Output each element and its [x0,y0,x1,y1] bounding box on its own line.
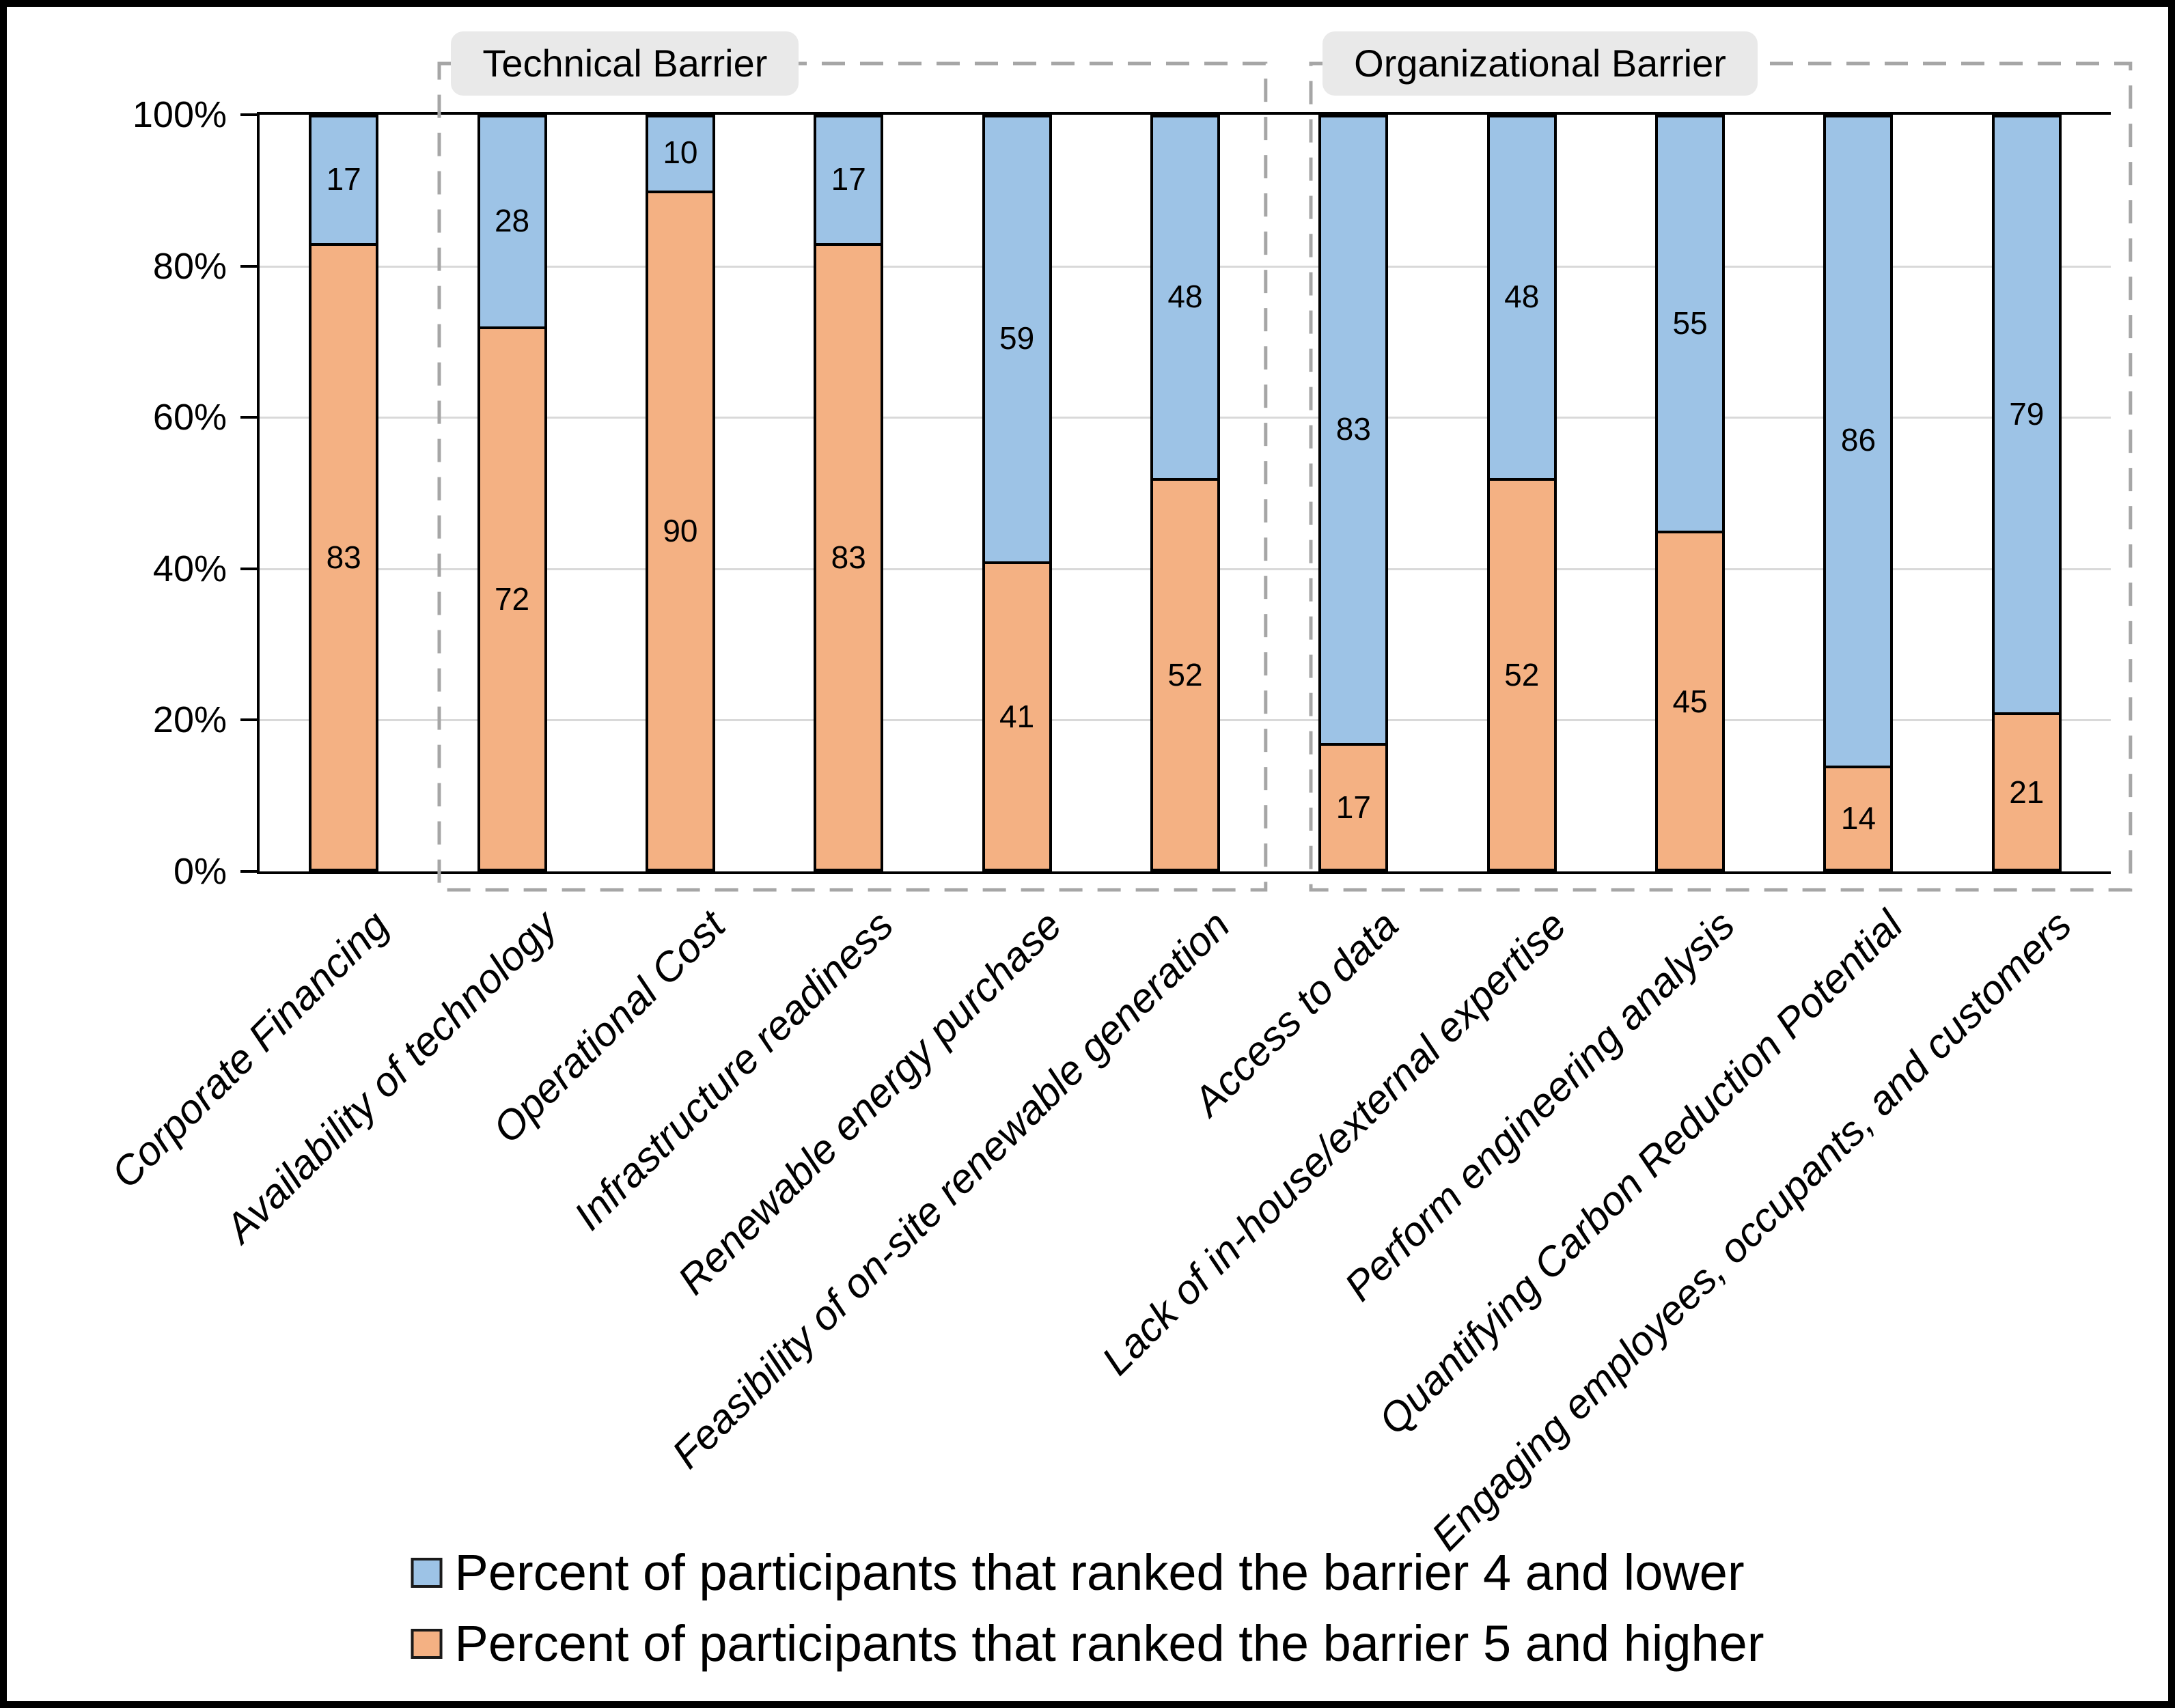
axis-line-top-100 [260,112,2111,115]
bar-lack-of-in-house-external-expertise-segment-ranked-5-and-higher [1486,477,1557,871]
value-label-infrastructure-readiness-ranked-5-and-higher: 83 [831,540,866,576]
group-label-organizational-barrier: Organizational Barrier [1322,31,1758,96]
value-label-quantifying-carbon-reduction-potential-ranked-5-and-higher: 14 [1840,800,1876,837]
bar-perform-engineering-analysis-segment-ranked-5-and-higher [1655,531,1726,871]
value-label-operational-cost-ranked-5-and-higher: 90 [663,513,698,549]
value-label-availability-of-technology-ranked-5-and-higher: 72 [494,581,530,617]
y-tick-label-60: 60% [152,397,227,438]
bar-infrastructure-readiness-segment-ranked-5-and-higher [814,243,884,871]
bar-engaging-employees-occupants-and-customers-segment-ranked-5-and-higher [1991,712,2062,871]
value-label-infrastructure-readiness-ranked-4-and-lower: 17 [831,161,866,197]
value-label-access-to-data-ranked-5-and-higher: 17 [1335,789,1371,825]
legend-marker-ranked-5-and-higher [411,1629,443,1659]
value-label-corporate-financing-ranked-5-and-higher: 83 [326,540,361,576]
bar-access-to-data-segment-ranked-5-and-higher [1318,742,1389,871]
legend-label: Percent of participants that ranked the … [454,1544,1745,1601]
category-label-availability-of-technology: Availability of technology [216,901,566,1251]
bar-perform-engineering-analysis-segment-ranked-4-and-lower [1655,115,1726,531]
y-tick-mark-20 [240,718,258,722]
y-tick-label-0: 0% [173,851,227,892]
category-label-engaging-employees-occupants-and-customers: Engaging employees, occupants, and custo… [1422,901,2080,1560]
bar-availability-of-technology-segment-ranked-4-and-lower [477,115,547,327]
bar-renewable-energy-purchase-segment-ranked-5-and-higher [982,561,1052,871]
bar-feasibility-of-on-site-renewable-generatio-segment-ranked-5-and-higher [1150,477,1220,871]
y-tick-label-80: 80% [152,245,227,287]
value-label-availability-of-technology-ranked-4-and-lower: 28 [494,203,530,239]
bar-operational-cost-segment-ranked-4-and-lower [645,115,715,191]
group-label-technical-barrier: Technical Barrier [451,31,799,96]
y-tick-label-100: 100% [132,94,227,135]
legend-row-barrier-5-and-higher: Percent of participants that ranked the … [411,1613,1764,1675]
value-label-lack-of-in-house-external-expertise-ranked-4-and-lower: 48 [1504,278,1540,314]
bar-access-to-data-segment-ranked-4-and-lower [1318,115,1389,743]
y-axis-line [257,112,260,874]
bar-corporate-financing-segment-ranked-4-and-lower [309,115,379,244]
legend-marker-ranked-4-and-lower [411,1558,443,1588]
bar-operational-cost-segment-ranked-5-and-higher [645,190,715,871]
legend-row-barrier-4-and-lower: Percent of participants that ranked the … [411,1542,1764,1604]
y-tick-mark-80 [240,264,258,268]
bar-infrastructure-readiness-segment-ranked-4-and-lower [814,115,884,244]
y-tick-label-20: 20% [152,699,227,741]
y-tick-mark-0 [240,870,258,873]
group-box-technical-barrier [437,61,1268,892]
bar-quantifying-carbon-reduction-potential-segment-ranked-4-and-lower [1823,115,1894,766]
category-label-corporate-financing: Corporate Financing [102,901,398,1197]
y-tick-mark-40 [240,567,258,570]
value-label-engaging-employees-occupants-and-customers-ranked-4-and-lower: 79 [2009,395,2045,432]
y-tick-mark-60 [240,416,258,419]
value-label-quantifying-carbon-reduction-potential-ranked-4-and-lower: 86 [1840,422,1876,458]
x-axis-line [257,871,2111,874]
plot-area: 0% 20% 40% 60% 80% 100% Technical Barrier Organ… [7,7,2168,1701]
group-box-organizational-barrier [1309,61,2133,892]
bar-lack-of-in-house-external-expertise-segment-ranked-4-and-lower [1486,115,1557,478]
value-label-feasibility-of-on-site-renewable-generatio-ranked-4-and-lower: 48 [1167,278,1203,314]
value-label-renewable-energy-purchase-ranked-4-and-lower: 59 [999,320,1035,356]
value-label-access-to-data-ranked-4-and-lower: 83 [1335,410,1371,447]
bar-quantifying-carbon-reduction-potential-segment-ranked-5-and-higher [1823,765,1894,871]
value-label-renewable-energy-purchase-ranked-5-and-higher: 41 [999,698,1035,734]
legend: Percent of participants that ranked the … [411,1542,1764,1675]
bar-engaging-employees-occupants-and-customers-segment-ranked-4-and-lower [1991,115,2062,713]
bar-availability-of-technology-segment-ranked-5-and-higher [477,326,547,871]
legend-label: Percent of participants that ranked the … [454,1615,1764,1672]
value-label-feasibility-of-on-site-renewable-generatio-ranked-5-and-higher: 52 [1167,656,1203,692]
value-label-lack-of-in-house-external-expertise-ranked-5-and-higher: 52 [1504,656,1540,692]
bar-feasibility-of-on-site-renewable-generatio-segment-ranked-4-and-lower [1150,115,1220,478]
value-label-operational-cost-ranked-4-and-lower: 10 [663,135,698,171]
value-label-perform-engineering-analysis-ranked-5-and-higher: 45 [1672,683,1708,719]
bar-corporate-financing-segment-ranked-5-and-higher [309,243,379,871]
y-tick-label-40: 40% [152,548,227,589]
value-label-engaging-employees-occupants-and-customers-ranked-5-and-higher: 21 [2009,774,2045,810]
value-label-perform-engineering-analysis-ranked-4-and-lower: 55 [1672,305,1708,341]
value-label-corporate-financing-ranked-4-and-lower: 17 [326,161,361,197]
category-label-infrastructure-readiness: Infrastructure readiness [565,901,902,1239]
y-tick-mark-100 [240,113,258,116]
bar-renewable-energy-purchase-segment-ranked-4-and-lower [982,115,1052,561]
